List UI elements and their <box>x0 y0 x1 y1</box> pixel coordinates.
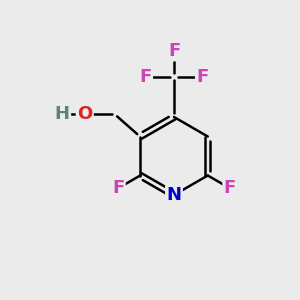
Text: O: O <box>77 105 92 123</box>
Text: F: F <box>140 68 152 85</box>
Text: F: F <box>168 42 180 60</box>
Text: F: F <box>196 68 208 85</box>
Text: H: H <box>55 105 70 123</box>
Text: N: N <box>167 186 182 204</box>
Text: F: F <box>224 179 236 197</box>
Text: F: F <box>112 179 124 197</box>
